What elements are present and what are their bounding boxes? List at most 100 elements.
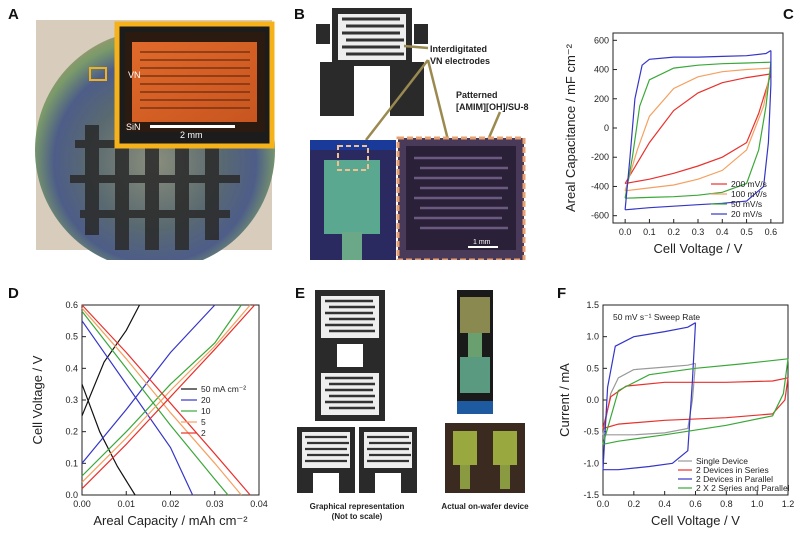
series-line-100-mv-s <box>625 67 772 192</box>
panel-a-label: A <box>8 6 19 23</box>
y-axis-label: Cell Voltage / V <box>30 355 45 444</box>
panel-f-label: F <box>557 285 567 302</box>
series-line-10 <box>81 310 229 496</box>
series-line-100-mv-s <box>624 67 771 191</box>
device-photo-left <box>310 140 396 260</box>
panel-e-label: E <box>295 285 306 302</box>
b-scale-label: 1 mm <box>473 239 491 246</box>
series-schematic <box>315 290 385 421</box>
legend-label: 2 <box>201 428 206 438</box>
y-axis-label: Areal Capacitance / mF cm⁻² <box>563 43 578 212</box>
legend-label: 50 mA cm⁻² <box>201 384 246 394</box>
x-tick-label: 0.4 <box>658 499 671 509</box>
chart-c: 0.0 0.1 0.2 0.3 0.4 0.5 0.6 -600 -400 -200 0 200 400… <box>563 32 784 256</box>
caption-graphical-line1: Graphical representation <box>310 502 405 511</box>
y-tick-label: -1.5 <box>583 490 599 500</box>
x-axis-label: Cell Voltage / V <box>654 241 743 256</box>
y-tick-label: 0.5 <box>586 363 599 373</box>
series-line-2-devices-in-parallel <box>603 322 697 471</box>
panel-f: F 0.0 0.2 0.4 0.6 0.8 1.0 1.2 -1.5 -1.0 -0.5 0.0 0.… <box>535 285 800 538</box>
panel-e-figure: Graphical representation (Not to scale) … <box>297 290 529 521</box>
legend-label: 2 X 2 Series and Parallel <box>696 483 790 493</box>
series-line-20-mv-s <box>625 50 772 211</box>
x-tick-label: 0.0 <box>619 227 632 237</box>
panel-c: C 0.0 0.1 0.2 0.3 0.4 0.5 0.6 -600 -400 -200 0 200 4… <box>535 0 800 265</box>
series-line-200-mv-s <box>624 73 772 185</box>
panel-d-label: D <box>8 285 19 302</box>
legend-label: 20 mV/s <box>731 209 762 219</box>
caption-graphical-line2: (Not to scale) <box>332 512 383 521</box>
x-tick-label: 1.0 <box>751 499 764 509</box>
y-tick-label: 1.0 <box>586 332 599 342</box>
legend-label: 10 <box>201 406 211 416</box>
series-line-10 <box>81 304 242 477</box>
series-line-20 <box>81 320 194 496</box>
panel-a: A <box>0 0 275 260</box>
series-line-single-device <box>603 363 697 436</box>
x-tick-label: 0.02 <box>162 499 180 509</box>
x-tick-label: 0.00 <box>73 499 91 509</box>
chart-f: 0.0 0.2 0.4 0.6 0.8 1.0 1.2 -1.5 -1.0 -0.5 0.0 0.5 1… <box>557 300 795 528</box>
y-tick-label: 0.0 <box>586 395 599 405</box>
panel-d: D 0.00 0.01 0.02 0.03 0.04 0.0 0.1 0.2 0.3 0.4 0.5… <box>0 285 275 538</box>
series-line-2-devices-in-parallel <box>602 322 696 470</box>
device-photo-right: 1 mm <box>396 136 526 260</box>
y-tick-label: -200 <box>591 152 609 162</box>
photo-series-device <box>457 290 493 414</box>
series-line-2-x-2-series-and-parallel <box>602 358 789 445</box>
x-tick-label: 0.8 <box>720 499 733 509</box>
y-tick-label: 0.5 <box>65 332 78 342</box>
y-tick-label: -1.0 <box>583 458 599 468</box>
x-tick-label: 0.3 <box>692 227 705 237</box>
x-tick-label: 0.2 <box>628 499 641 509</box>
panel-e: E <box>285 285 530 538</box>
y-tick-label: 1.5 <box>586 300 599 310</box>
scale-bar <box>150 125 235 128</box>
vn-label: VN <box>128 70 141 80</box>
y-tick-label: -400 <box>591 181 609 191</box>
callout-pattern-line1: Patterned <box>456 90 498 100</box>
x-tick-label: 0.03 <box>206 499 224 509</box>
panel-c-label: C <box>783 6 794 23</box>
electrode-schematic <box>316 8 428 116</box>
panel-b-figure: Interdigitated VN electrodes Patterned [… <box>310 8 529 260</box>
y-axis-label: Current / mA <box>557 363 572 437</box>
chart-f-title: 50 mV s⁻¹ Sweep Rate <box>613 312 700 322</box>
y-tick-label: -600 <box>591 211 609 221</box>
y-tick-label: -0.5 <box>583 427 599 437</box>
x-tick-label: 0.6 <box>689 499 702 509</box>
x-axis-label: Areal Capacity / mAh cm⁻² <box>93 513 248 528</box>
series-line-5 <box>81 307 242 496</box>
y-tick-label: 0 <box>604 123 609 133</box>
series-line-50 <box>81 383 136 496</box>
y-tick-label: 0.2 <box>65 427 78 437</box>
series-line-2 <box>81 304 256 490</box>
series-line-20 <box>81 304 216 464</box>
legend-label: 2 Devices in Parallel <box>696 474 773 484</box>
x-tick-label: 0.1 <box>643 227 656 237</box>
series-line-50-mv-s <box>624 61 771 199</box>
series-line-50-mv-s <box>625 62 772 199</box>
caption-actual: Actual on-wafer device <box>441 502 529 511</box>
x-tick-label: 0.01 <box>117 499 135 509</box>
series-line-single-device <box>602 362 696 435</box>
parallel-schematic <box>297 427 417 493</box>
photo-parallel-device <box>445 423 525 493</box>
series-line-2-x-2-series-and-parallel <box>602 358 789 445</box>
x-tick-label: 1.2 <box>782 499 795 509</box>
callout-electrodes-line2: VN electrodes <box>430 56 490 66</box>
legend-label: 200 mV/s <box>731 179 767 189</box>
legend-label: 20 <box>201 395 211 405</box>
y-tick-label: 200 <box>594 94 609 104</box>
series-line-200-mv-s <box>624 73 771 184</box>
y-tick-label: 0.1 <box>65 458 78 468</box>
callout-pattern-line2: [AMIM][OH]/SU-8 <box>456 102 529 112</box>
sin-label: SiN <box>126 122 141 132</box>
y-tick-label: 400 <box>594 65 609 75</box>
panel-b-label: B <box>294 6 305 23</box>
scale-bar-label: 2 mm <box>180 130 203 140</box>
legend-label: 50 mV/s <box>731 199 762 209</box>
series-line-5 <box>81 304 251 483</box>
series-line-20-mv-s <box>624 49 772 210</box>
chart-d: 0.00 0.01 0.02 0.03 0.04 0.0 0.1 0.2 0.3 0.4 0.5 0.… <box>30 300 268 528</box>
